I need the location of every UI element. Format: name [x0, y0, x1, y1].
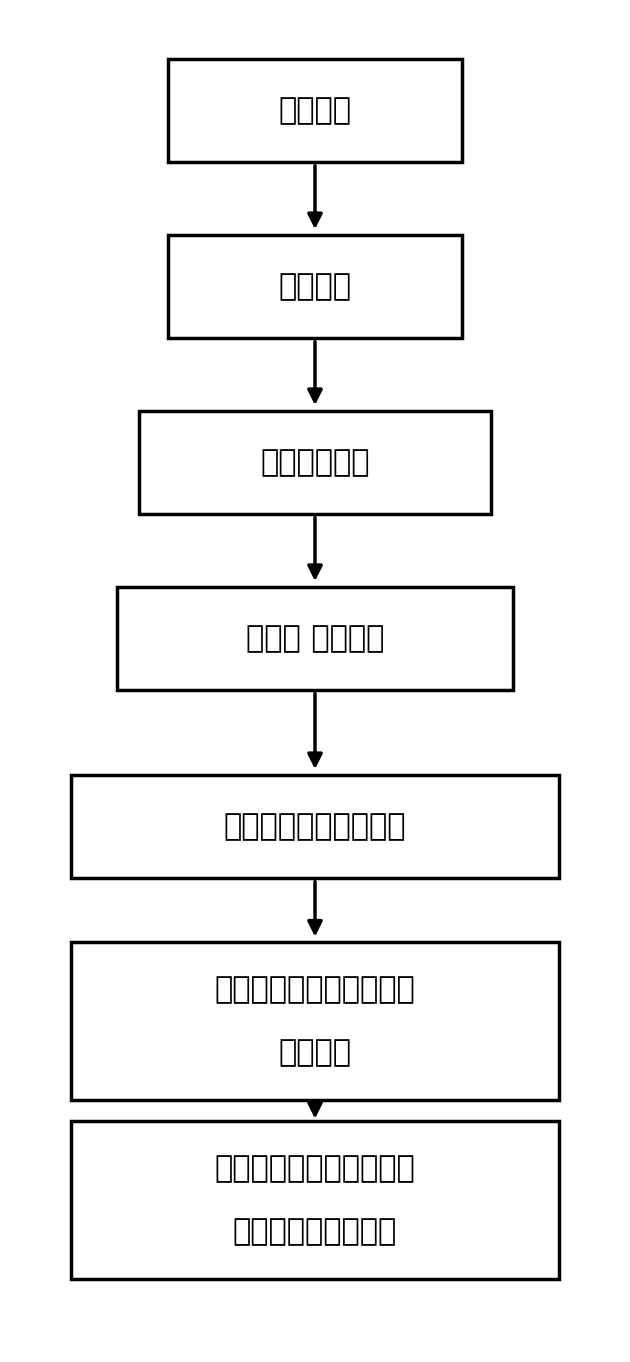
- Text: 注气、 热力加载: 注气、 热力加载: [246, 624, 384, 652]
- Text: 含瓦斯煤体流固热化多场: 含瓦斯煤体流固热化多场: [215, 975, 415, 1004]
- Bar: [139, 411, 491, 515]
- Bar: [71, 775, 559, 878]
- Bar: [168, 59, 462, 162]
- Text: 装载试件: 装载试件: [278, 272, 352, 301]
- Text: 发火的时空演化规律: 发火的时空演化规律: [233, 1218, 397, 1246]
- Text: 实验室数据采集与分析: 实验室数据采集与分析: [224, 812, 406, 842]
- Bar: [71, 1121, 559, 1279]
- Bar: [71, 943, 559, 1099]
- Text: 煤样气体吸附: 煤样气体吸附: [260, 448, 370, 477]
- Bar: [168, 236, 462, 338]
- Bar: [117, 587, 513, 691]
- Text: 定量揭示含瓦斯煤层自然: 定量揭示含瓦斯煤层自然: [215, 1154, 415, 1184]
- Text: 制备煤样: 制备煤样: [278, 97, 352, 125]
- Text: 耦合模型: 耦合模型: [278, 1038, 352, 1066]
